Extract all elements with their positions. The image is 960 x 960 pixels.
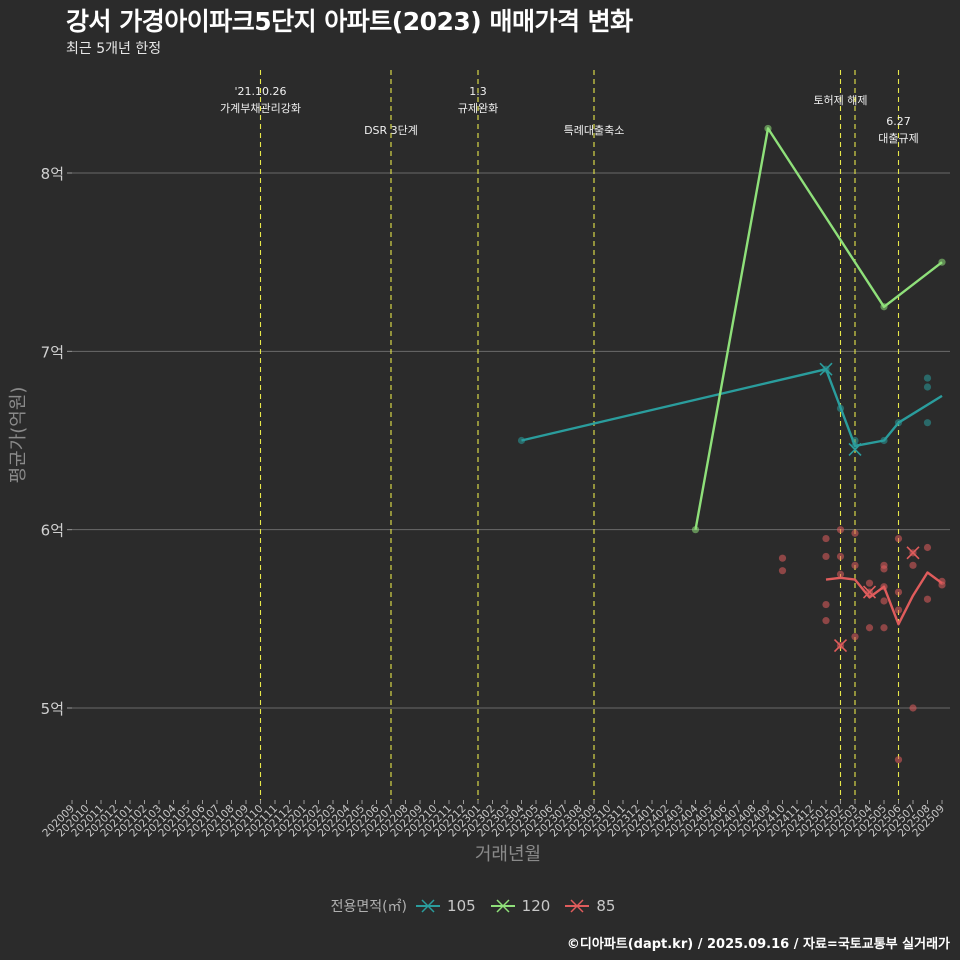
legend-label-105: 105 [447,897,476,915]
data-point [923,374,932,382]
series-85 [778,526,946,764]
data-point [894,756,903,764]
data-point [836,526,845,534]
data-point [836,552,845,561]
y-tick-label: 8억 [41,165,64,183]
legend-label-85: 85 [596,897,616,915]
legend-item-120[interactable]: 120 [490,896,551,916]
page-subtitle: 최근 5개년 한정 [66,41,162,57]
data-point [894,606,903,614]
event-label: DSR 3단계 [364,124,418,137]
legend-label-120: 120 [521,897,551,915]
series-line [694,127,943,530]
legend-title: 전용면적(㎡) [330,899,408,915]
data-point [851,561,859,569]
data-point [865,579,874,587]
series-line [521,368,943,448]
data-point [822,534,830,543]
highlight-cross [862,585,877,599]
data-point [923,595,932,603]
data-point [851,633,859,641]
event-label: '21.10.26 [234,85,286,98]
y-tick-label: 7억 [41,343,64,361]
event-label: 특례대출축소 [564,124,625,137]
event-label: 규제완화 [458,102,498,115]
legend-key-105 [416,899,441,913]
event-label: 가계부채관리강화 [220,102,301,115]
legend-key-85 [565,899,590,913]
page-title: 강서 가경아이파크5단지 아파트(2023) 매매가격 변화 [66,7,633,36]
data-point [822,600,830,609]
y-axis-title: 평균가(억원) [8,387,29,484]
y-tick-label: 5억 [41,700,64,718]
data-point [822,552,830,561]
series-120 [691,124,946,534]
data-point [778,567,787,575]
highlight-cross [833,639,848,653]
data-point [865,624,874,632]
series-105 [517,362,943,456]
data-point [880,565,888,573]
data-point [923,383,932,391]
y-tick-label: 6억 [41,522,64,540]
x-axis-title: 거래년월 [475,844,541,865]
data-point [880,597,888,605]
event-label: 6.27 [886,115,911,128]
event-label: 1.3 [469,85,487,98]
data-point [923,543,932,552]
series-line [825,571,943,626]
event-label: 대출규제 [878,132,918,145]
data-point [851,529,859,537]
data-point [894,588,903,596]
data-point [778,554,787,562]
data-point [923,419,932,427]
legend-item-105[interactable]: 105 [415,896,476,916]
event-label: 토허제 해제 [813,93,867,107]
legend-item-85[interactable]: 85 [564,896,615,916]
source-caption: ©디아파트(dapt.kr) / 2025.09.16 / 자료=국토교통부 실… [566,937,950,952]
data-point [894,534,903,543]
data-point [909,704,917,712]
legend: 전용면적(㎡) 105 120 85 [0,896,960,916]
highlight-cross [848,442,862,456]
highlight-cross [819,362,833,376]
legend-key-120 [490,899,515,913]
highlight-cross [906,546,920,560]
data-point [822,617,830,625]
data-point [836,570,845,578]
data-point [880,624,888,632]
data-point [909,561,917,569]
